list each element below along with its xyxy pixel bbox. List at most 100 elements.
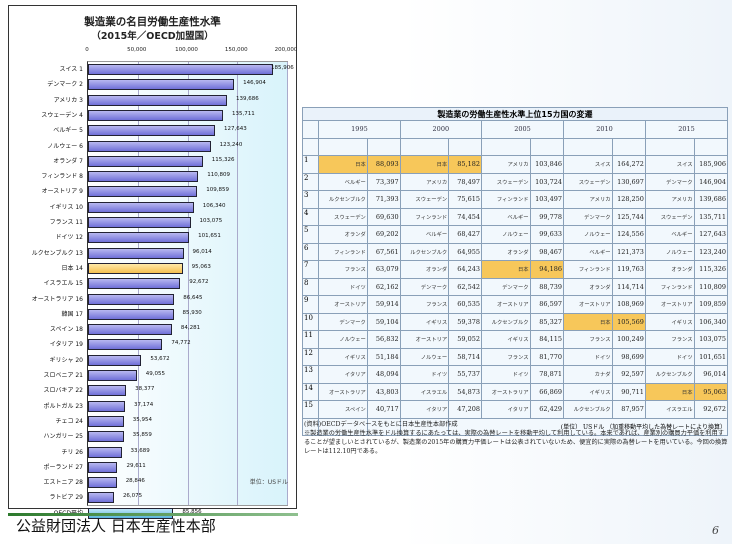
blank-cell bbox=[318, 137, 368, 156]
value-label: 139,686 bbox=[235, 95, 259, 102]
value-label: 96,014 bbox=[192, 248, 212, 255]
country-cell: フィンランド bbox=[562, 260, 613, 279]
category-label: チェコ 24 bbox=[55, 417, 83, 425]
bar bbox=[88, 109, 224, 121]
value-cell: 108,969 bbox=[611, 295, 646, 314]
country-cell: イギリス bbox=[481, 330, 531, 349]
value-label: 28,846 bbox=[125, 478, 145, 485]
value-cell: 139,686 bbox=[693, 190, 729, 209]
value-cell: 62,542 bbox=[448, 277, 483, 296]
rank-cell: 11 bbox=[301, 330, 320, 349]
value-label: 85,856 bbox=[182, 508, 202, 515]
value-label: 92,672 bbox=[189, 279, 209, 286]
value-cell: 121,373 bbox=[611, 242, 646, 261]
value-cell: 71,393 bbox=[366, 190, 401, 209]
blank-cell bbox=[481, 137, 531, 156]
value-cell: 69,202 bbox=[366, 225, 401, 244]
country-cell: 日本 bbox=[644, 382, 695, 401]
country-cell: デンマーク bbox=[399, 277, 450, 296]
chart-subtitle: （2015年／OECD加盟国） bbox=[91, 31, 214, 42]
value-cell: 88,093 bbox=[366, 155, 401, 174]
category-label: オーストラリア 16 bbox=[31, 295, 83, 303]
bar bbox=[88, 415, 124, 427]
value-label: 84,281 bbox=[180, 325, 201, 332]
country-cell: イスラエル bbox=[644, 400, 695, 419]
category-label: チリ 26 bbox=[61, 448, 83, 456]
country-cell: ドイツ bbox=[562, 347, 613, 366]
value-cell: 73,397 bbox=[366, 172, 401, 191]
x-tick-label: 100,000 bbox=[175, 47, 198, 53]
value-cell: 64,243 bbox=[448, 260, 483, 279]
country-cell: ルクセンブルク bbox=[318, 190, 368, 209]
value-cell: 84,115 bbox=[529, 330, 564, 349]
value-label: 101,651 bbox=[198, 233, 221, 240]
country-cell: 日本 bbox=[481, 260, 531, 279]
value-cell: 99,633 bbox=[529, 225, 564, 244]
blank-cell bbox=[644, 137, 695, 156]
bar bbox=[88, 324, 172, 336]
bar bbox=[88, 79, 235, 91]
category-label: ルクセンブルク 13 bbox=[31, 249, 83, 257]
bar bbox=[88, 247, 184, 259]
bar bbox=[88, 293, 175, 305]
bar bbox=[88, 278, 181, 290]
value-cell: 59,914 bbox=[366, 295, 401, 314]
header-blank bbox=[301, 120, 320, 139]
value-cell: 110,809 bbox=[693, 277, 729, 296]
rank-cell: 8 bbox=[301, 277, 320, 296]
category-label: スペイン 18 bbox=[49, 326, 83, 334]
value-cell: 63,079 bbox=[366, 260, 401, 279]
country-cell: フランス bbox=[562, 330, 613, 349]
category-label: ラトビア 29 bbox=[49, 494, 83, 502]
country-cell: イギリス bbox=[562, 382, 613, 401]
country-cell: ベルギー bbox=[644, 225, 695, 244]
category-label: ハンガリー 25 bbox=[43, 433, 83, 441]
country-cell: デンマーク bbox=[318, 312, 368, 331]
bar bbox=[88, 446, 122, 458]
value-cell: 47,208 bbox=[448, 400, 483, 419]
category-label: ドイツ 12 bbox=[55, 234, 83, 242]
country-cell: オーストラリア bbox=[318, 382, 368, 401]
blank-cell bbox=[448, 137, 483, 156]
value-cell: 59,378 bbox=[448, 312, 483, 331]
blank-cell bbox=[529, 137, 564, 156]
country-cell: ルクセンブルク bbox=[562, 400, 613, 419]
value-label: 86,645 bbox=[183, 294, 203, 301]
value-label: 135,711 bbox=[232, 110, 255, 117]
country-cell: アメリカ bbox=[562, 190, 613, 209]
rank-cell: 12 bbox=[301, 347, 320, 366]
blank-cell bbox=[301, 137, 320, 156]
table-row: 9 オーストリア 59,914 フランス 60,535 オーストリア 86,597 オーストリ… bbox=[301, 295, 729, 314]
value-cell: 103,846 bbox=[529, 155, 564, 174]
value-cell: 40,717 bbox=[366, 400, 401, 419]
value-cell: 69,630 bbox=[366, 207, 401, 226]
unit-label: 単位：USドル bbox=[249, 479, 288, 486]
bar bbox=[88, 339, 163, 351]
bar bbox=[88, 155, 203, 167]
value-cell: 115,326 bbox=[693, 260, 729, 279]
country-cell: ルクセンブルク bbox=[399, 242, 450, 261]
value-cell: 85,327 bbox=[529, 312, 564, 331]
country-cell: ドイツ bbox=[644, 347, 695, 366]
value-cell: 67,561 bbox=[366, 242, 401, 261]
rank-cell: 3 bbox=[301, 190, 320, 209]
table-row: 14 オーストラリア 43,803 イスラエル 54,873 オーストラリア 66,869 イ… bbox=[301, 382, 729, 401]
table-row: 10 デンマーク 59,104 イギリス 59,378 ルクセンブルク 85,327 日本 10… bbox=[301, 312, 729, 331]
value-cell: 90,711 bbox=[611, 382, 646, 401]
value-cell: 96,014 bbox=[693, 365, 729, 384]
blank-cell bbox=[562, 137, 613, 156]
country-cell: 日本 bbox=[399, 155, 450, 174]
value-label: 26,075 bbox=[122, 493, 143, 500]
value-cell: 100,249 bbox=[611, 330, 646, 349]
value-cell: 135,711 bbox=[693, 207, 729, 226]
blank-cell bbox=[611, 137, 646, 156]
value-cell: 98,699 bbox=[611, 347, 646, 366]
country-cell: オーストリア bbox=[562, 295, 613, 314]
value-cell: 92,672 bbox=[693, 400, 729, 419]
value-cell: 62,162 bbox=[366, 277, 401, 296]
value-cell: 56,832 bbox=[366, 330, 401, 349]
unit-row: (単位） USドル （加重移動平均した為替レートにより換算） bbox=[301, 417, 728, 436]
rank-cell: 6 bbox=[301, 242, 320, 261]
value-cell: 43,803 bbox=[366, 382, 401, 401]
value-cell: 164,272 bbox=[611, 155, 646, 174]
